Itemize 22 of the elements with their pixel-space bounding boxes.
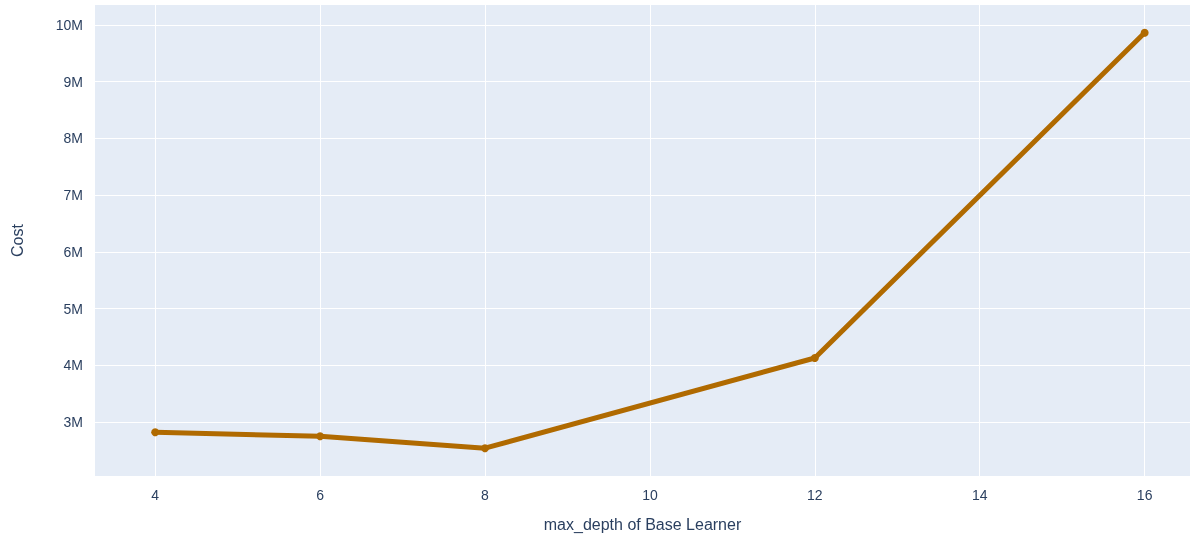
point xyxy=(316,432,325,441)
point xyxy=(810,353,819,362)
y-tick-label: 8M xyxy=(63,130,83,147)
y-tick-label: 7M xyxy=(63,187,83,204)
x-tick-label: 8 xyxy=(481,487,490,503)
x-tick-label: 14 xyxy=(971,487,988,503)
point xyxy=(1140,28,1149,37)
x-tick-label: 4 xyxy=(151,487,160,503)
y-axis-title: Cost xyxy=(8,223,26,257)
x-axis-title: max_depth of Base Learner xyxy=(543,515,742,534)
y-tick-label: 10M xyxy=(55,16,83,33)
point xyxy=(151,428,160,437)
x-tick-label: 16 xyxy=(1136,487,1153,503)
y-tick-label: 6M xyxy=(63,243,83,260)
x-tick-label: 12 xyxy=(807,487,823,503)
point xyxy=(481,444,490,453)
y-tick-label: 5M xyxy=(63,300,83,317)
x-tick-label: 6 xyxy=(316,487,325,503)
y-tick-label: 9M xyxy=(63,73,83,90)
x-tick-label: 10 xyxy=(642,487,658,503)
y-tick-label: 4M xyxy=(63,357,83,374)
y-tick-label: 3M xyxy=(63,414,83,431)
